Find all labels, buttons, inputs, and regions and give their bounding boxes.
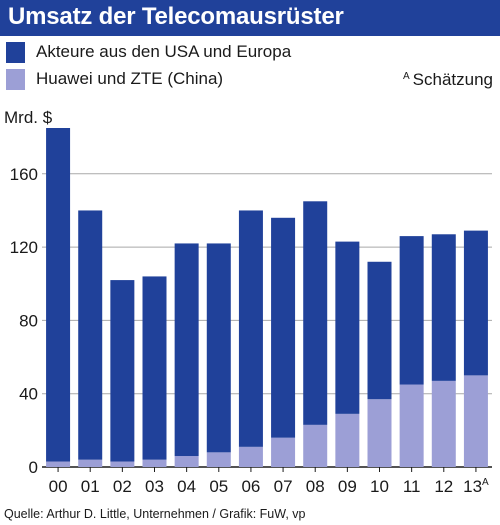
x-tick-suffix-13: A bbox=[482, 477, 489, 488]
title-bar: Umsatz der Telecomausrüster bbox=[0, 0, 500, 36]
bar-china-09 bbox=[335, 413, 360, 467]
x-tick-label-12: 12 bbox=[434, 477, 453, 496]
bar-china-02 bbox=[110, 461, 135, 467]
bar-usa-europe-07 bbox=[271, 217, 296, 438]
estimate-note-text: Schätzung bbox=[412, 70, 493, 89]
x-tick-label-03: 03 bbox=[145, 477, 164, 496]
x-tick-label-01: 01 bbox=[81, 477, 100, 496]
bar-china-03 bbox=[142, 459, 167, 467]
bar-china-06 bbox=[238, 446, 263, 467]
y-tick-label-160: 160 bbox=[10, 165, 38, 184]
y-tick-label-0: 0 bbox=[29, 458, 38, 477]
x-tick-label-05: 05 bbox=[209, 477, 228, 496]
y-tick-label-40: 40 bbox=[19, 385, 38, 404]
x-tick-label-07: 07 bbox=[274, 477, 293, 496]
x-tick-label-00: 00 bbox=[49, 477, 68, 496]
bar-usa-europe-05 bbox=[206, 243, 231, 453]
x-tick-label-08: 08 bbox=[306, 477, 325, 496]
bar-china-00 bbox=[46, 461, 71, 467]
x-tick-label-02: 02 bbox=[113, 477, 132, 496]
bar-china-10 bbox=[367, 399, 392, 467]
bar-usa-europe-09 bbox=[335, 241, 360, 414]
x-tick-label-13: 13A bbox=[463, 477, 489, 496]
bar-china-13 bbox=[463, 375, 488, 467]
y-axis-unit: Mrd. $ bbox=[4, 108, 53, 127]
bar-usa-europe-13 bbox=[463, 230, 488, 376]
bar-usa-europe-10 bbox=[367, 261, 392, 400]
estimate-note: A Schätzung bbox=[403, 70, 493, 90]
bar-usa-europe-11 bbox=[399, 236, 424, 385]
bar-usa-europe-02 bbox=[110, 280, 135, 462]
bar-usa-europe-00 bbox=[46, 128, 71, 462]
bar-china-08 bbox=[303, 424, 328, 467]
legend-label-usa-europe: Akteure aus den USA und Europa bbox=[36, 42, 292, 61]
bar-usa-europe-01 bbox=[78, 210, 103, 460]
estimate-marker: A bbox=[402, 71, 410, 82]
bar-china-04 bbox=[174, 456, 199, 467]
bar-china-01 bbox=[78, 459, 103, 467]
bar-china-07 bbox=[271, 437, 296, 467]
bar-usa-europe-06 bbox=[238, 210, 263, 447]
bar-usa-europe-03 bbox=[142, 276, 167, 460]
bar-china-11 bbox=[399, 384, 424, 467]
x-tick-label-10: 10 bbox=[370, 477, 389, 496]
source-note: Quelle: Arthur D. Little, Unternehmen / … bbox=[4, 507, 306, 521]
bar-usa-europe-08 bbox=[303, 201, 328, 425]
bar-usa-europe-04 bbox=[174, 243, 199, 457]
x-tick-label-04: 04 bbox=[177, 477, 196, 496]
bar-usa-europe-12 bbox=[431, 234, 456, 381]
bar-china-05 bbox=[206, 452, 231, 467]
chart-title: Umsatz der Telecomausrüster bbox=[8, 3, 344, 30]
legend-swatch-usa-europe bbox=[6, 42, 25, 63]
y-tick-label-80: 80 bbox=[19, 311, 38, 330]
y-tick-label-120: 120 bbox=[10, 238, 38, 257]
legend-label-china: Huawei und ZTE (China) bbox=[36, 69, 224, 88]
x-tick-label-06: 06 bbox=[241, 477, 260, 496]
x-tick-label-11: 11 bbox=[403, 477, 421, 496]
legend-swatch-china bbox=[6, 69, 25, 90]
bar-china-12 bbox=[431, 380, 456, 467]
x-tick-label-09: 09 bbox=[338, 477, 357, 496]
